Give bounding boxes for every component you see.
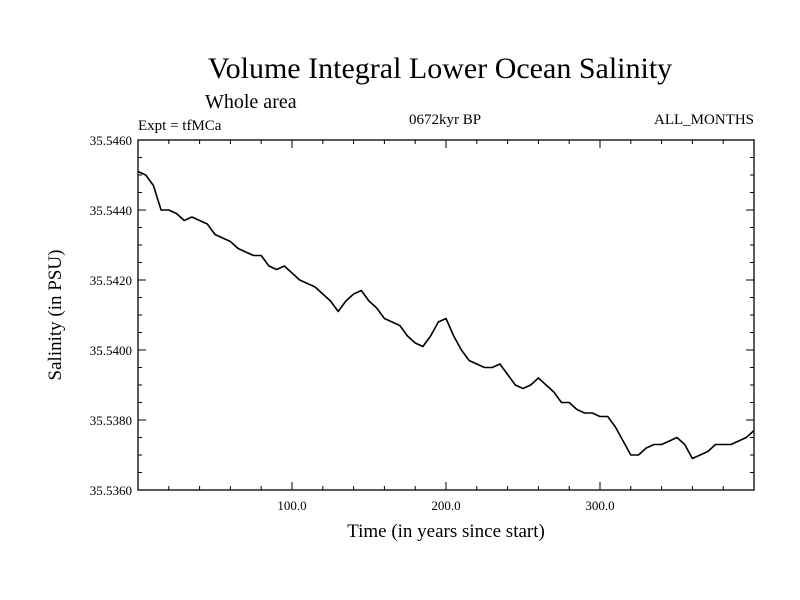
- x-axis-label: Time (in years since start): [347, 521, 545, 542]
- y-tick-label: 35.5380: [90, 413, 132, 428]
- months-label: ALL_MONTHS: [654, 112, 754, 128]
- period-label: 0672kyr BP: [409, 112, 481, 128]
- plot-frame: [137, 139, 755, 491]
- y-axis-tick-labels: 35.5360 35.5380 35.5400 35.5420 35.5440 35.54…: [90, 133, 132, 498]
- chart-title: Volume Integral Lower Ocean Salinity: [208, 52, 672, 85]
- y-tick-label: 35.5440: [90, 203, 132, 218]
- y-axis-label: Salinity (in PSU): [45, 250, 66, 381]
- chart-subtitle: Whole area: [205, 91, 297, 113]
- x-tick-label: 200.0: [431, 498, 460, 513]
- x-tick-label: 100.0: [277, 498, 306, 513]
- x-tick-label: 300.0: [585, 498, 614, 513]
- x-axis-ticks: [168, 140, 724, 490]
- y-axis-ticks: [138, 139, 754, 491]
- y-tick-label: 35.5420: [90, 273, 132, 288]
- salinity-series-line: [137, 170, 755, 460]
- y-tick-label: 35.5460: [90, 133, 132, 148]
- y-tick-label: 35.5360: [90, 483, 132, 498]
- y-tick-label: 35.5400: [90, 343, 132, 358]
- x-axis-tick-labels: 100.0 200.0 300.0: [277, 498, 614, 513]
- experiment-label: Expt = tfMCa: [138, 118, 222, 134]
